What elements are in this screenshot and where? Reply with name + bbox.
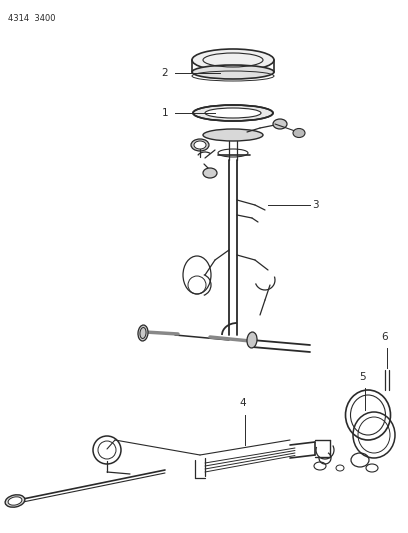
Ellipse shape bbox=[194, 141, 206, 149]
Ellipse shape bbox=[192, 65, 274, 79]
Ellipse shape bbox=[247, 332, 257, 348]
Text: 6: 6 bbox=[382, 332, 388, 342]
Text: 1: 1 bbox=[162, 108, 168, 118]
Ellipse shape bbox=[273, 119, 287, 129]
Ellipse shape bbox=[8, 497, 22, 505]
Text: 5: 5 bbox=[360, 372, 366, 382]
Ellipse shape bbox=[5, 495, 25, 507]
Text: 4314  3400: 4314 3400 bbox=[8, 14, 55, 23]
Ellipse shape bbox=[293, 128, 305, 138]
Ellipse shape bbox=[193, 105, 273, 121]
Ellipse shape bbox=[191, 139, 209, 151]
Ellipse shape bbox=[138, 325, 148, 341]
Text: 4: 4 bbox=[239, 398, 246, 408]
Ellipse shape bbox=[192, 49, 274, 71]
Ellipse shape bbox=[203, 168, 217, 178]
Ellipse shape bbox=[203, 129, 263, 141]
Text: 3: 3 bbox=[312, 200, 319, 210]
Text: 2: 2 bbox=[162, 68, 168, 78]
Ellipse shape bbox=[205, 108, 261, 118]
